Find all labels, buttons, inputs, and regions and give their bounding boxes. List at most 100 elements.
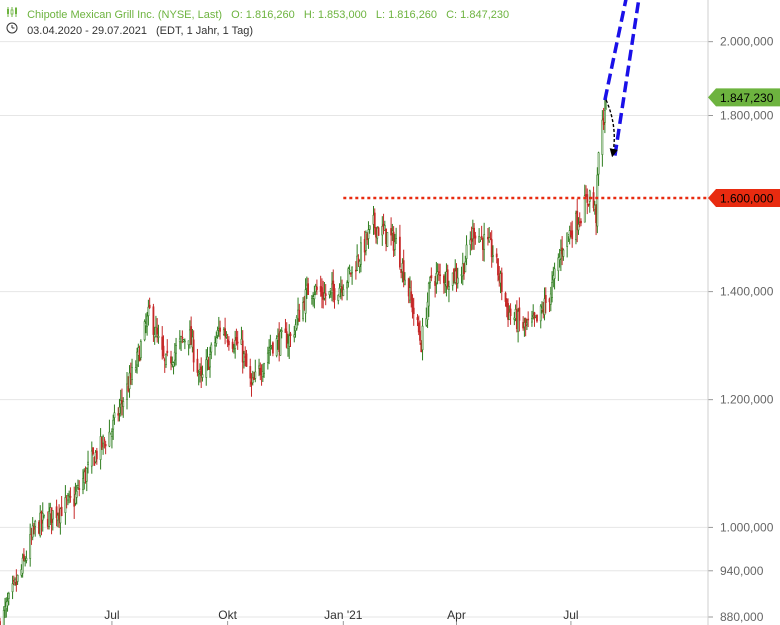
- candle-body: [480, 235, 483, 238]
- candle-body: [576, 210, 579, 230]
- projection-arrow[interactable]: [613, 0, 651, 156]
- candle-body: [250, 381, 253, 385]
- candle-body: [443, 275, 445, 284]
- x-tick-label: Okt: [218, 608, 237, 622]
- candle-body: [411, 298, 414, 313]
- candle-body: [288, 335, 291, 347]
- candle-body: [324, 293, 327, 296]
- candle-body: [348, 269, 351, 272]
- projection-arrow[interactable]: [603, 0, 643, 101]
- candle-body: [410, 291, 413, 300]
- candle-body: [473, 227, 475, 239]
- y-tick-label: 940,000: [720, 564, 764, 578]
- candle-body: [313, 294, 316, 300]
- candle-body: [426, 301, 429, 320]
- candle-body: [113, 412, 116, 418]
- candle-body: [332, 280, 335, 291]
- candle-body: [173, 351, 176, 361]
- candle-body: [316, 286, 318, 290]
- candle-body: [196, 358, 199, 373]
- candle-body: [117, 413, 120, 416]
- candle-body: [64, 497, 67, 513]
- candle-body: [295, 316, 298, 329]
- candle-body: [231, 341, 234, 349]
- candle-body: [147, 306, 150, 316]
- candle-body: [236, 341, 239, 344]
- last-price-tag-bg: [708, 88, 780, 107]
- candle-body: [200, 366, 203, 376]
- candle-body: [321, 287, 323, 297]
- candle-body: [209, 354, 211, 368]
- candle-body: [377, 227, 380, 236]
- y-tick-label: 880,000: [720, 610, 764, 624]
- candle-body: [269, 346, 272, 349]
- candle-body: [201, 374, 204, 378]
- candle-body: [495, 253, 498, 258]
- candle-body: [559, 250, 562, 260]
- candle-body: [469, 239, 472, 245]
- candle-body: [148, 304, 151, 308]
- x-tick-label: Jan '21: [324, 608, 363, 622]
- y-tick-label: 1.000,000: [720, 520, 774, 534]
- candle-body: [104, 444, 107, 447]
- candle-body: [434, 280, 437, 286]
- candle-body: [386, 232, 389, 247]
- candle-body: [439, 274, 442, 277]
- candle-body: [48, 511, 50, 527]
- candle-body: [412, 307, 415, 314]
- candle-body: [392, 231, 395, 251]
- candle-body: [25, 557, 28, 561]
- low-value: L: 1.816,260: [375, 9, 438, 21]
- candle-body: [507, 303, 509, 320]
- last-price-tag: 1.847,230: [708, 88, 780, 107]
- candle-body: [536, 314, 538, 322]
- candle-body: [354, 269, 357, 272]
- candle-body: [249, 366, 252, 379]
- x-tick-label: Jul: [563, 608, 578, 622]
- candle-body: [518, 307, 521, 321]
- candle-body: [421, 325, 424, 351]
- candle-body: [367, 229, 370, 239]
- candle-body: [588, 190, 591, 202]
- candle-body: [349, 272, 352, 275]
- candle-body: [347, 268, 350, 283]
- candle-body: [206, 356, 209, 361]
- candle-body: [562, 249, 565, 257]
- candle-body: [6, 600, 9, 607]
- candle-body: [139, 341, 142, 358]
- candle-body: [268, 350, 271, 353]
- candle-body: [99, 436, 102, 460]
- candle-body: [95, 450, 98, 460]
- candle-body: [16, 574, 19, 582]
- candle-body: [328, 291, 331, 296]
- candle-body: [128, 372, 131, 390]
- candle-body: [224, 328, 227, 337]
- candle-body: [304, 289, 307, 314]
- candle-body: [261, 371, 264, 377]
- resistance-price-tag-label: 1.600,000: [720, 192, 774, 206]
- candle-body: [489, 238, 492, 240]
- candle-body: [302, 302, 304, 320]
- candle-body: [55, 506, 58, 519]
- candle-body: [235, 336, 238, 345]
- candle-body: [136, 351, 138, 366]
- candle-body: [597, 152, 600, 175]
- candle-body: [156, 327, 159, 335]
- candle-body: [258, 365, 260, 369]
- candle-body: [161, 336, 164, 350]
- candles: [0, 95, 608, 625]
- close-value: C: 1.847,230: [446, 9, 510, 21]
- candle-body: [587, 203, 590, 206]
- candle-body: [557, 257, 560, 272]
- pullback-arrow[interactable]: [605, 99, 618, 158]
- candle-body: [126, 383, 128, 400]
- candle-body: [24, 560, 27, 562]
- candle-body: [266, 352, 269, 363]
- candle-body: [333, 288, 336, 301]
- candle-body: [152, 306, 155, 335]
- chart-header-period: 03.04.2020 - 29.07.2021 (EDT, 1 Jahr, 1 …: [6, 22, 259, 37]
- candle-body: [85, 467, 88, 482]
- candle-body: [293, 334, 296, 338]
- candle-body: [7, 593, 10, 599]
